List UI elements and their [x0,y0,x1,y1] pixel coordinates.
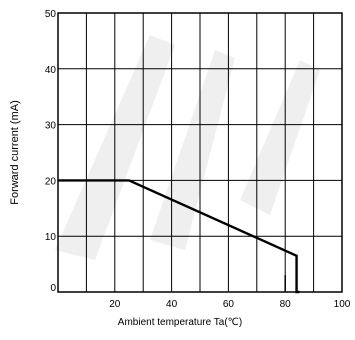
y-tick-label: 20 [45,176,57,187]
x-tick-label: 80 [280,299,292,310]
plot-frame [57,12,343,293]
x-tick-label: 40 [166,299,178,310]
y-tick-labels: 0 10 20 30 40 50 [45,9,57,294]
y-tick-label: 10 [45,232,57,243]
x-tick-labels: 20 40 60 80 100 [109,299,351,310]
y-tick-label: 40 [45,65,57,76]
y-tick-label: 30 [45,121,57,132]
x-tick-label: 100 [334,299,351,310]
x-tick-label: 20 [109,299,121,310]
y-tick-label: 0 [50,283,56,294]
y-axis-title: Forward current (mA) [9,100,21,205]
grid [58,13,342,292]
x-tick-label: 60 [223,299,235,310]
x-axis-title: Ambient temperature Ta(℃) [118,317,242,328]
y-tick-label: 50 [45,9,57,20]
